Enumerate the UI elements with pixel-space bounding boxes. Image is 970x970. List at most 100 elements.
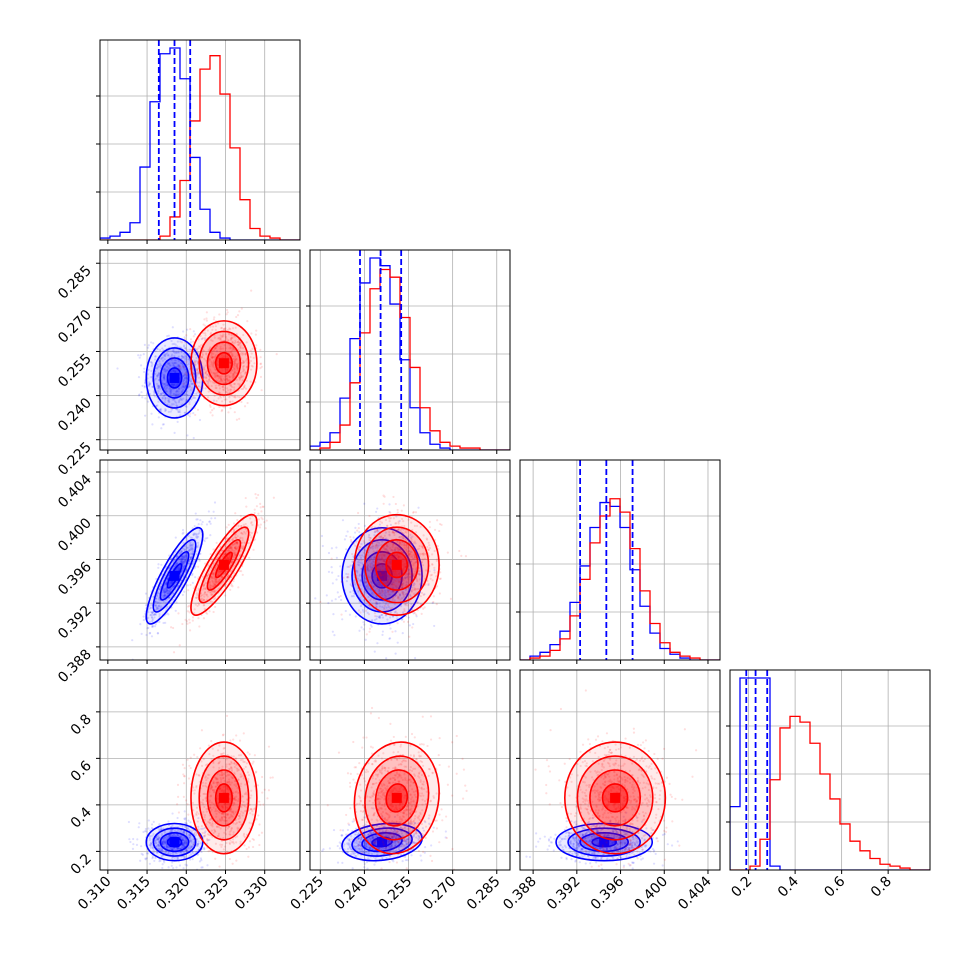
- scatter-point: [235, 541, 238, 544]
- scatter-point: [234, 536, 238, 539]
- scatter-point: [405, 548, 408, 551]
- scatter-point: [184, 341, 187, 344]
- scatter-point: [229, 346, 232, 349]
- scatter-point: [202, 585, 205, 588]
- scatter-point: [383, 554, 386, 557]
- scatter-point: [173, 393, 176, 396]
- scatter-point: [236, 535, 239, 538]
- scatter-point: [381, 540, 384, 543]
- scatter-point: [147, 610, 150, 614]
- scatter-point: [164, 370, 167, 373]
- scatter-point: [189, 372, 192, 375]
- scatter-point: [159, 601, 162, 605]
- scatter-point: [449, 597, 453, 600]
- scatter-point: [376, 530, 379, 533]
- scatter-point: [154, 600, 158, 603]
- scatter-point: [215, 558, 218, 561]
- scatter-point: [189, 380, 193, 383]
- scatter-point: [151, 385, 154, 389]
- scatter-point: [327, 570, 331, 573]
- scatter-point: [143, 386, 146, 389]
- scatter-point: [162, 589, 165, 592]
- scatter-point: [259, 363, 262, 366]
- scatter-point: [171, 812, 174, 815]
- scatter-point: [217, 384, 220, 387]
- scatter-point: [182, 562, 185, 565]
- scatter-point: [373, 533, 376, 537]
- scatter-point: [381, 633, 384, 637]
- scatter-point: [255, 531, 259, 534]
- scatter-point: [399, 569, 402, 573]
- scatter-point: [168, 387, 171, 390]
- scatter-point: [404, 577, 407, 580]
- scatter-point: [370, 526, 373, 529]
- scatter-point: [224, 374, 228, 378]
- scatter-point: [433, 528, 437, 531]
- scatter-point: [195, 596, 198, 599]
- scatter-point: [160, 356, 163, 360]
- scatter-point: [220, 326, 224, 330]
- scatter-point: [427, 541, 430, 544]
- scatter-point: [195, 532, 198, 535]
- scatter-point: [409, 533, 412, 536]
- scatter-point: [242, 352, 245, 355]
- scatter-point: [382, 606, 386, 610]
- scatter-point: [210, 593, 213, 596]
- scatter-point: [389, 611, 392, 614]
- scatter-point: [163, 594, 166, 598]
- scatter-point: [164, 590, 167, 593]
- scatter-point: [165, 390, 168, 393]
- scatter-point: [138, 356, 141, 359]
- scatter-point: [166, 577, 169, 581]
- scatter-point: [172, 383, 175, 386]
- scatter-point: [166, 588, 169, 592]
- scatter-point: [158, 613, 161, 616]
- scatter-point: [213, 577, 216, 580]
- scatter-point: [418, 570, 421, 573]
- scatter-point: [251, 347, 254, 350]
- scatter-point: [148, 620, 152, 624]
- scatter-point: [183, 411, 186, 414]
- scatter-point: [213, 394, 216, 397]
- scatter-point: [186, 390, 189, 393]
- scatter-point: [214, 578, 218, 581]
- scatter-point: [408, 570, 411, 573]
- scatter-point: [411, 535, 414, 538]
- scatter-point: [406, 575, 409, 579]
- scatter-point: [155, 377, 158, 380]
- scatter-point: [192, 412, 195, 415]
- scatter-point: [327, 601, 330, 605]
- scatter-point: [395, 515, 398, 518]
- scatter-point: [206, 382, 210, 385]
- scatter-point: [403, 542, 406, 545]
- scatter-point: [378, 523, 382, 526]
- scatter-point: [163, 383, 166, 386]
- scatter-point: [148, 381, 151, 384]
- scatter-point: [184, 372, 187, 375]
- scatter-point: [181, 593, 184, 596]
- scatter-point: [233, 360, 236, 363]
- scatter-point: [200, 594, 203, 597]
- scatter-point: [161, 396, 164, 399]
- scatter-point: [210, 575, 213, 578]
- scatter-point: [238, 376, 241, 379]
- scatter-point: [261, 505, 264, 508]
- scatter-point: [376, 540, 379, 544]
- scatter-point: [366, 586, 370, 589]
- scatter-point: [215, 372, 218, 375]
- scatter-point: [243, 385, 246, 388]
- scatter-point: [236, 542, 239, 545]
- scatter-point: [181, 374, 185, 378]
- scatter-point: [177, 584, 180, 587]
- scatter-point: [197, 372, 200, 375]
- scatter-point: [202, 583, 206, 586]
- scatter-point: [207, 378, 211, 381]
- scatter-point: [376, 568, 380, 571]
- scatter-point: [201, 520, 204, 524]
- scatter-point: [371, 547, 374, 550]
- scatter-point: [351, 552, 354, 556]
- scatter-point: [176, 816, 179, 820]
- scatter-point: [150, 610, 153, 614]
- scatter-point: [227, 558, 230, 561]
- scatter-point: [190, 543, 193, 547]
